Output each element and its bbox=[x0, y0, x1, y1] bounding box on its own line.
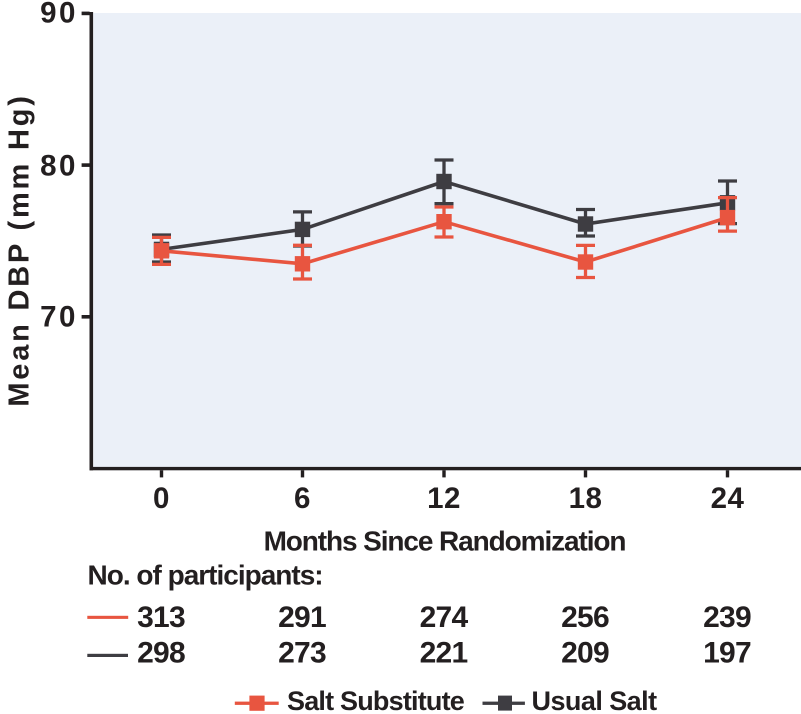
svg-text:6: 6 bbox=[294, 482, 311, 515]
svg-text:Usual Salt: Usual Salt bbox=[532, 686, 658, 714]
svg-text:80: 80 bbox=[40, 150, 78, 183]
svg-text:313: 313 bbox=[137, 601, 185, 634]
svg-text:12: 12 bbox=[427, 482, 461, 515]
svg-text:70: 70 bbox=[40, 300, 78, 333]
svg-text:90: 90 bbox=[40, 0, 78, 30]
svg-text:Months Since Randomization: Months Since Randomization bbox=[264, 526, 626, 557]
svg-text:24: 24 bbox=[711, 482, 745, 515]
svg-text:No. of participants:: No. of participants: bbox=[88, 560, 323, 591]
svg-text:0: 0 bbox=[153, 482, 170, 515]
svg-text:256: 256 bbox=[561, 601, 609, 634]
svg-text:221: 221 bbox=[420, 637, 468, 670]
svg-text:Mean DBP (mm Hg): Mean DBP (mm Hg) bbox=[3, 93, 35, 406]
svg-text:18: 18 bbox=[569, 482, 603, 515]
svg-text:239: 239 bbox=[703, 601, 751, 634]
svg-text:298: 298 bbox=[137, 637, 185, 670]
svg-text:209: 209 bbox=[561, 637, 609, 670]
svg-text:291: 291 bbox=[278, 601, 326, 634]
svg-text:Salt Substitute: Salt Substitute bbox=[287, 686, 465, 714]
svg-text:274: 274 bbox=[420, 601, 469, 634]
svg-text:273: 273 bbox=[278, 637, 326, 670]
svg-text:197: 197 bbox=[703, 637, 751, 670]
